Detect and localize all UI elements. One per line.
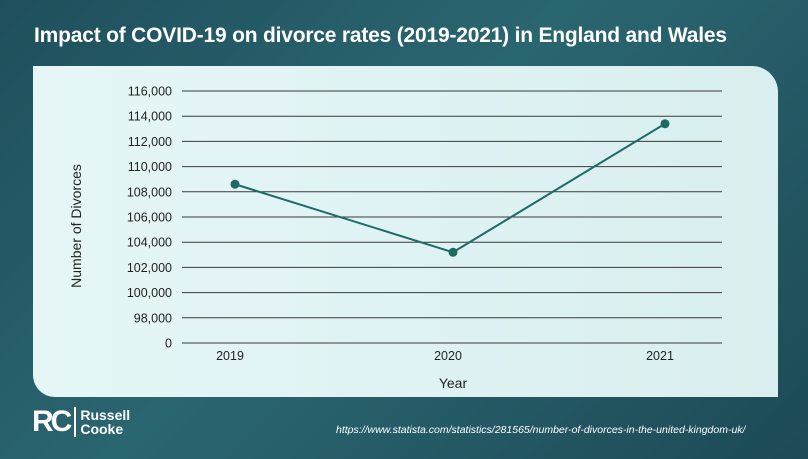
y-tick-label: 110,000: [128, 160, 172, 174]
x-tick-label: 2020: [434, 349, 462, 363]
x-tick-label: 2019: [216, 349, 244, 363]
logo-initials: RC: [32, 407, 77, 437]
y-axis-label: Number of Divorces: [68, 164, 84, 288]
data-point: [448, 247, 458, 257]
chart-title: Impact of COVID-19 on divorce rates (201…: [34, 24, 727, 47]
data-point: [230, 179, 240, 189]
x-tick-label: 2021: [646, 349, 674, 363]
y-tick-label: 104,000: [127, 236, 172, 250]
y-tick-label: 114,000: [128, 110, 172, 124]
y-tick-label: 0: [165, 337, 172, 351]
y-tick-label: 116,000: [128, 85, 172, 99]
logo-line1: Russell: [80, 407, 131, 423]
y-tick-label: 98,000: [134, 311, 172, 325]
y-tick-label: 108,000: [127, 185, 172, 199]
source-url[interactable]: https://www.statista.com/statistics/2815…: [336, 424, 746, 436]
y-tick-label: 100,000: [127, 286, 172, 300]
y-tick-label: 106,000: [127, 211, 172, 225]
russell-cooke-logo: RC Russell Cooke: [32, 407, 130, 437]
logo-line2: Cooke: [80, 421, 124, 437]
y-tick-label: 102,000: [127, 261, 172, 275]
series-line: [234, 122, 666, 254]
chart-card: [33, 66, 778, 397]
data-point: [660, 119, 670, 129]
y-tick-label: 112,000: [128, 135, 172, 149]
x-axis-label: Year: [439, 375, 468, 391]
